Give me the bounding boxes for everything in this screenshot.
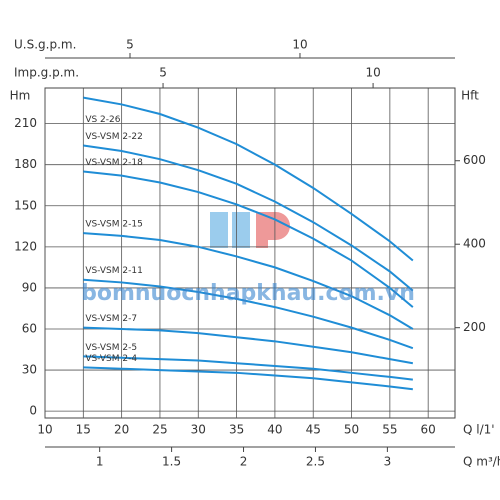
x2-tick-label: 1.5	[162, 455, 181, 469]
x-tick-label: 15	[76, 423, 91, 437]
y-tick-label: 210	[14, 116, 37, 130]
x-tick-label: 55	[382, 423, 397, 437]
x2-tick-label: 1	[96, 455, 104, 469]
y-tick-label: 120	[14, 239, 37, 253]
pump-curve	[83, 278, 414, 350]
y2-tick-label: 400	[463, 237, 486, 251]
pump-curve	[83, 232, 414, 330]
pump-curve	[83, 96, 414, 262]
x-tick-label: 45	[306, 423, 321, 437]
y2-tick-label: 200	[463, 320, 486, 334]
curve-label: VS-VSM 2-4	[85, 354, 137, 364]
x-tick-label: 35	[229, 423, 244, 437]
top-tick-label: 10	[292, 38, 307, 52]
logo	[210, 212, 290, 248]
x2-tick-label: 2.5	[306, 455, 325, 469]
y-tick-label: 30	[22, 363, 37, 377]
x-tick-label: 40	[267, 423, 282, 437]
x2-tick-label: 2	[240, 455, 248, 469]
top-axis-title: Imp.g.p.m.	[14, 66, 79, 80]
curve-label: VS-VSM 2-18	[85, 158, 143, 168]
x2-tick-label: 3	[384, 455, 392, 469]
x-tick-label: 50	[344, 423, 359, 437]
top-axis-title: U.S.g.p.m.	[14, 38, 76, 52]
y-axis-title: Hm	[10, 89, 31, 103]
y-tick-label: 180	[14, 157, 37, 171]
x2-axis-title: Q m³/h	[463, 455, 500, 469]
pump-curve	[83, 170, 414, 308]
x-tick-label: 25	[152, 423, 167, 437]
pump-curve	[83, 326, 414, 365]
y2-axis-title: Hft	[461, 89, 479, 103]
y2-tick-label: 600	[463, 153, 486, 167]
x-tick-label: 60	[421, 423, 436, 437]
top-tick-label: 10	[365, 66, 380, 80]
curve-label: VS 2-26	[85, 115, 120, 125]
curve-label: VS-VSM 2-11	[85, 266, 143, 276]
curve-label: VS-VSM 2-5	[85, 343, 137, 353]
top-tick-label: 5	[126, 38, 134, 52]
curve-label: VS-VSM 2-15	[85, 220, 143, 230]
y-tick-label: 90	[22, 280, 37, 294]
y-tick-label: 0	[29, 404, 37, 418]
curve-label: VS-VSM 2-7	[85, 314, 137, 324]
pump-curve	[83, 144, 414, 292]
y-tick-label: 150	[14, 198, 37, 212]
pump-curve	[83, 355, 413, 381]
x-axis-title: Q l/1'	[463, 423, 495, 437]
x-tick-label: 20	[114, 423, 129, 437]
pump-curve	[83, 366, 413, 391]
x-tick-label: 30	[191, 423, 206, 437]
x-tick-label: 10	[37, 423, 52, 437]
y-tick-label: 60	[22, 321, 37, 335]
watermark: bomnuocnhapkhau.com.vn	[81, 281, 415, 306]
top-tick-label: 5	[159, 66, 167, 80]
curve-label: VS-VSM 2-22	[85, 132, 143, 142]
